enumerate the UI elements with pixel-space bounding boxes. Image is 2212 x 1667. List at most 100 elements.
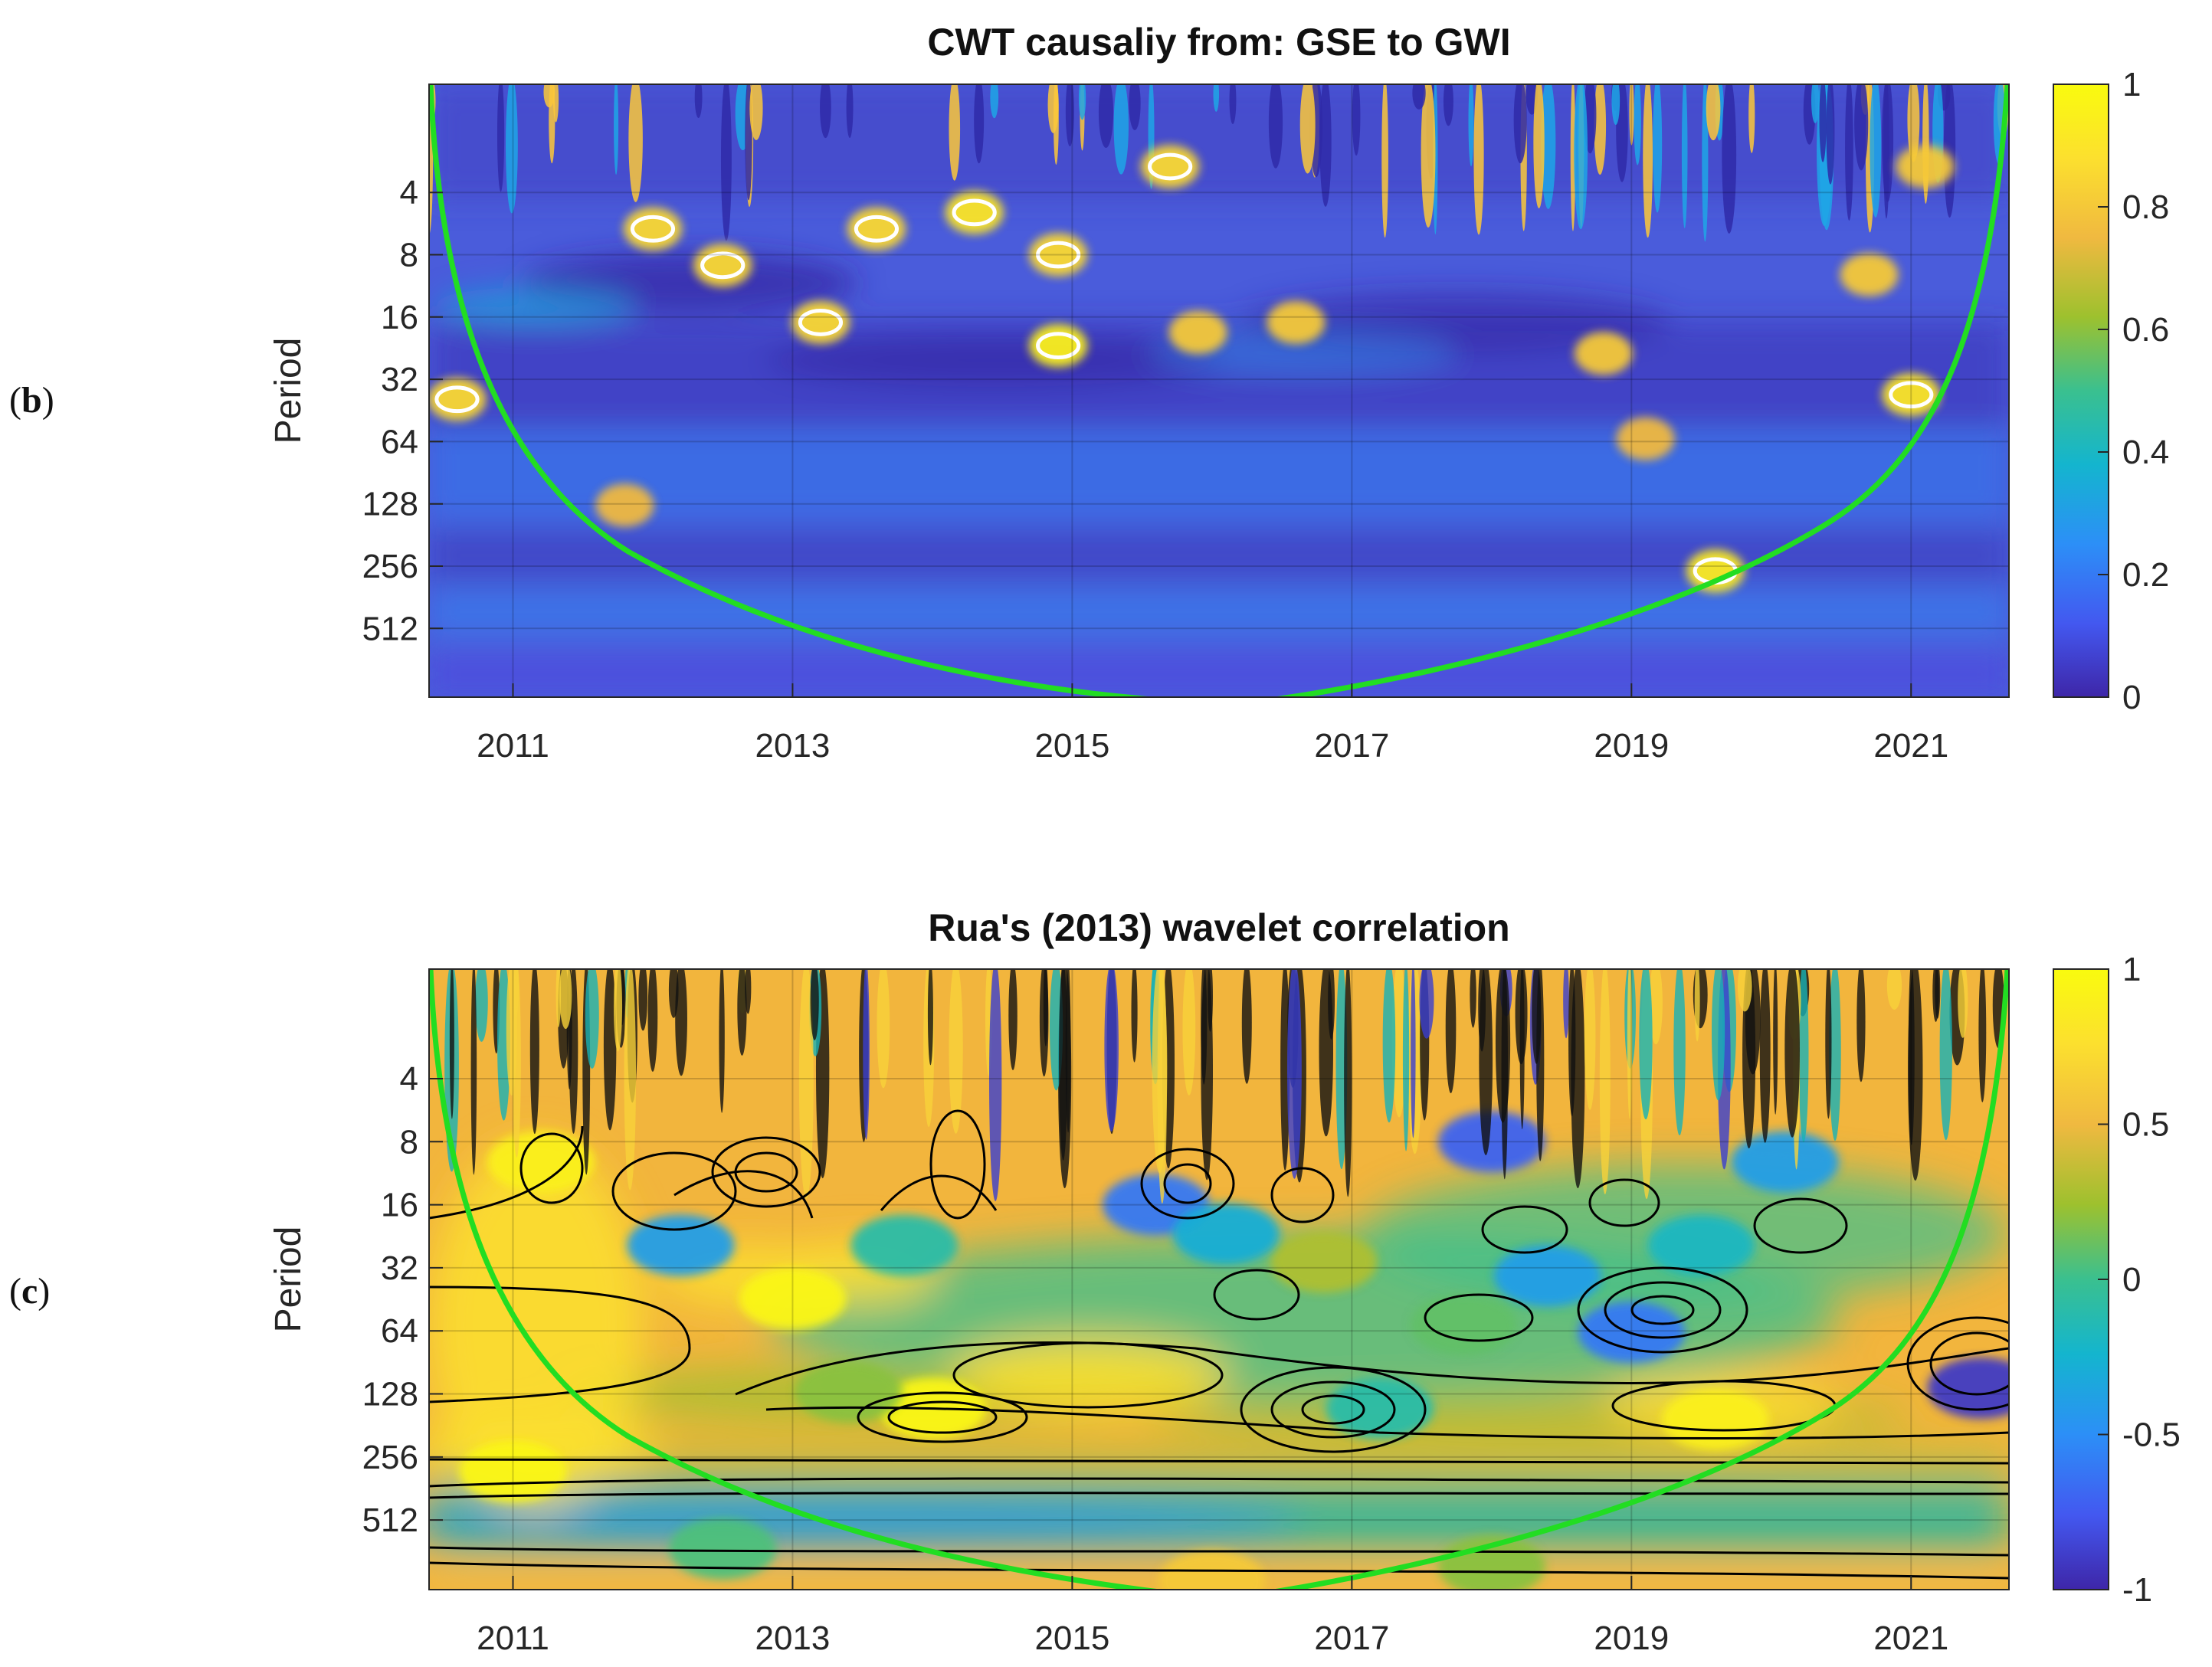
c-spot-11 bbox=[627, 1214, 735, 1276]
c-streak-32 bbox=[1241, 969, 1252, 1084]
b-streak-70 bbox=[990, 84, 999, 119]
b-streak-33 bbox=[506, 84, 518, 214]
b-streak-74 bbox=[1268, 84, 1283, 169]
b-streak-52 bbox=[1570, 84, 1576, 231]
b-streak-64 bbox=[1653, 84, 1663, 213]
c-streak-109 bbox=[1043, 969, 1048, 1046]
b-spot-1 bbox=[1882, 373, 1941, 417]
b-spot-3 bbox=[429, 378, 487, 421]
panel-label-b-open: ( bbox=[9, 380, 21, 421]
b-spot-16 bbox=[1896, 145, 1955, 188]
c-spot-15 bbox=[1493, 1245, 1601, 1307]
c-streak-105 bbox=[638, 969, 648, 1031]
c-streak-49 bbox=[1649, 969, 1663, 1045]
b-streak-50 bbox=[1722, 84, 1737, 234]
chart-b-ylabel: Period bbox=[268, 338, 309, 444]
c-streak-20 bbox=[475, 969, 488, 1042]
b-streak-14 bbox=[1065, 84, 1074, 147]
b-cbtick-label-3: 0.6 bbox=[2122, 311, 2169, 349]
c-ytick-label-5: 128 bbox=[362, 1376, 418, 1413]
b-streak-58 bbox=[1702, 84, 1709, 242]
c-streak-51 bbox=[1584, 969, 1596, 1110]
chart-b-colorbar-bar bbox=[2053, 84, 2109, 698]
b-streak-65 bbox=[1943, 84, 1956, 218]
c-streak-76 bbox=[675, 969, 687, 1076]
c-streak-56 bbox=[1599, 969, 1611, 1194]
c-streak-72 bbox=[603, 969, 617, 1131]
b-streak-60 bbox=[694, 84, 703, 119]
c-ytick-label-1: 8 bbox=[400, 1123, 418, 1161]
b-streak-69 bbox=[1113, 84, 1129, 175]
chart-b-x-ticks: 2011 2013 2015 2017 2019 2021 bbox=[477, 683, 1948, 765]
c-streak-118 bbox=[1131, 969, 1138, 1063]
c-ytick-label-6: 256 bbox=[362, 1439, 418, 1476]
b-streak-89 bbox=[1513, 84, 1527, 164]
c-streak-104 bbox=[506, 969, 517, 1096]
b-xtick-label-4: 2019 bbox=[1594, 727, 1669, 765]
b-streak-63 bbox=[1078, 84, 1086, 120]
c-streak-84 bbox=[1829, 969, 1841, 1141]
c-cbtick-label-1: -0.5 bbox=[2122, 1416, 2181, 1454]
c-streak-62 bbox=[1104, 969, 1119, 1132]
b-spot-9 bbox=[595, 483, 654, 527]
b-streak-32 bbox=[846, 84, 854, 139]
b-streak-42 bbox=[1421, 84, 1436, 228]
c-streak-50 bbox=[1344, 969, 1352, 1197]
c-streak-114 bbox=[745, 969, 752, 1014]
b-spot-11 bbox=[623, 207, 682, 251]
b-ytick-label-7: 512 bbox=[362, 610, 418, 647]
panel-label-b-close: ) bbox=[41, 380, 54, 421]
c-ytick-label-3: 32 bbox=[381, 1249, 418, 1287]
b-streak-6 bbox=[1882, 84, 1894, 202]
b-streak-20 bbox=[1681, 84, 1688, 228]
b-streak-83 bbox=[1611, 84, 1620, 126]
chart-c-colorbar: -1 -0.5 0 0.5 1 bbox=[2053, 951, 2181, 1609]
b-spot-12 bbox=[945, 191, 1004, 234]
c-streak-3 bbox=[1563, 969, 1569, 1039]
c-streak-126 bbox=[1639, 969, 1653, 1120]
c-xtick-label-5: 2021 bbox=[1873, 1620, 1948, 1657]
c-streak-43 bbox=[1382, 969, 1396, 1123]
b-streak-26 bbox=[543, 84, 555, 108]
panel-label-c: (c) bbox=[9, 1270, 50, 1312]
c-streak-87 bbox=[613, 969, 623, 1052]
b-streak-18 bbox=[1907, 84, 1920, 162]
c-ytick-label-4: 64 bbox=[381, 1312, 418, 1350]
c-spot-1 bbox=[459, 1440, 567, 1502]
b-streak-34 bbox=[1213, 84, 1220, 112]
c-streak-120 bbox=[1773, 969, 1778, 1115]
c-streak-119 bbox=[1673, 969, 1686, 1135]
b-streak-59 bbox=[1229, 84, 1237, 124]
c-spot-10 bbox=[1270, 1231, 1378, 1293]
chart-c-grid bbox=[429, 969, 2009, 1590]
b-streak-68 bbox=[1574, 84, 1588, 230]
b-streak-45 bbox=[1129, 84, 1141, 130]
panel-label-c-open: ( bbox=[9, 1271, 21, 1312]
c-streak-34 bbox=[1391, 969, 1407, 1118]
c-streak-111 bbox=[559, 969, 572, 1030]
b-spot-13 bbox=[1029, 233, 1088, 277]
c-ytick-label-7: 512 bbox=[362, 1502, 418, 1539]
b-streak-16 bbox=[1854, 84, 1869, 171]
b-streak-38 bbox=[1819, 84, 1827, 162]
c-spot-20 bbox=[1437, 1535, 1545, 1590]
chart-c-title: Rua's (2013) wavelet correlation bbox=[928, 906, 1509, 949]
c-spot-2 bbox=[1661, 1389, 1769, 1451]
c-streak-115 bbox=[1958, 969, 1968, 1038]
c-spot-14 bbox=[1172, 1203, 1280, 1265]
b-spot-15 bbox=[1141, 145, 1200, 188]
b-streak-73 bbox=[1870, 84, 1882, 218]
panel-label-c-close: ) bbox=[38, 1271, 51, 1312]
chart-b-colorbar-ticks: 0 0.2 0.4 0.6 0.8 1 bbox=[2098, 66, 2169, 716]
c-streak-113 bbox=[810, 969, 819, 1041]
b-cbtick-label-1: 0.2 bbox=[2122, 556, 2169, 594]
chart-c-plot-area bbox=[429, 969, 2009, 1590]
b-spot-14 bbox=[847, 207, 906, 251]
b-streak-15 bbox=[949, 84, 961, 181]
b-spot-4 bbox=[791, 300, 850, 344]
c-streak-57 bbox=[737, 969, 747, 1056]
b-streak-13 bbox=[1473, 84, 1484, 235]
b-streak-82 bbox=[1412, 84, 1426, 110]
c-spot-9 bbox=[1410, 1294, 1518, 1356]
c-streak-92 bbox=[989, 969, 1002, 1201]
